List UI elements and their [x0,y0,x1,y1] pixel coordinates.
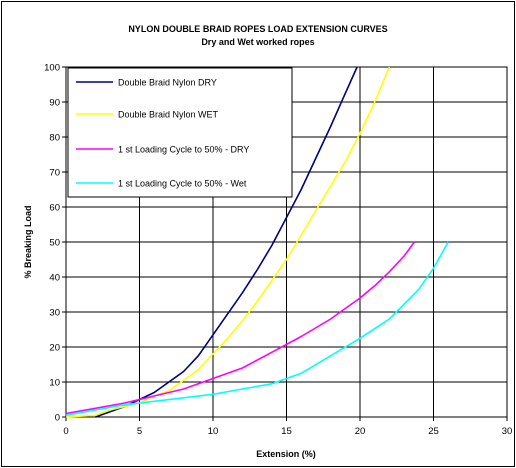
y-tick-label: 0 [55,413,60,424]
y-tick-label: 30 [49,308,60,319]
legend-label-cycle-wet: 1 st Loading Cycle to 50% - Wet [118,179,247,189]
legend-label-wet: Double Braid Nylon WET [118,110,219,120]
x-tick-label: 15 [281,426,292,437]
x-tick-label: 0 [63,426,68,437]
x-axis-ticks: 0 5 10 15 20 25 30 [63,417,512,437]
y-tick-label: 20 [49,343,60,354]
gridlines [66,67,507,417]
x-tick-label: 5 [137,426,142,437]
y-tick-label: 70 [49,168,60,179]
chart-subtitle: Dry and Wet worked ropes [201,37,314,47]
y-axis-ticks: 0 10 20 30 40 50 60 70 80 90 100 [44,63,66,424]
x-tick-label: 10 [208,426,219,437]
x-tick-label: 25 [428,426,439,437]
series-line-cycle-wet [65,241,449,417]
series-line-wet [65,66,391,418]
legend: Double Braid Nylon DRY Double Braid Nylon… [67,67,293,198]
series-lines [65,66,449,418]
legend-label-dry: Double Braid Nylon DRY [118,78,217,88]
y-tick-label: 80 [49,133,60,144]
y-axis-title: % Breaking Load [23,205,33,278]
chart-title: NYLON DOUBLE BRAID ROPES LOAD EXTENSION … [128,24,387,34]
x-tick-label: 20 [355,426,366,437]
y-tick-label: 100 [44,63,60,74]
y-tick-label: 10 [49,378,60,389]
y-tick-label: 50 [49,238,60,249]
legend-box [67,67,293,198]
y-tick-label: 60 [49,203,60,214]
x-tick-label: 30 [502,426,513,437]
x-axis-title: Extension (%) [256,449,316,459]
series-line-cycle-dry [65,241,416,415]
y-tick-label: 40 [49,273,60,284]
legend-label-cycle-dry: 1 st Loading Cycle to 50% - DRY [118,145,249,155]
y-tick-label: 90 [49,98,60,109]
